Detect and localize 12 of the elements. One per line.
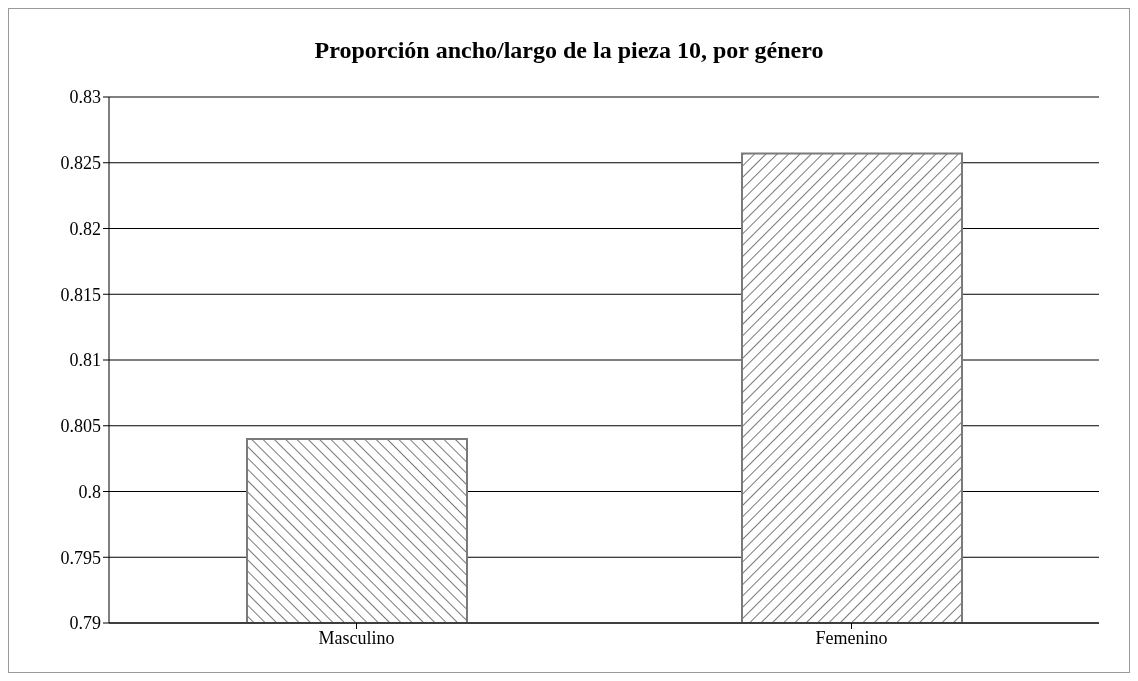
y-tick-label: 0.79 [69, 613, 101, 634]
chart-title: Proporción ancho/largo de la pieza 10, por género [313, 37, 825, 65]
x-tick-label: Masculino [318, 627, 395, 648]
y-tick-label: 0.795 [60, 547, 101, 568]
y-tick-label: 0.805 [60, 416, 101, 437]
y-tick-label: 0.815 [60, 284, 101, 305]
y-tick-label: 0.8 [78, 481, 101, 502]
y-tick-label: 0.81 [69, 350, 101, 371]
y-tick-label: 0.825 [60, 153, 101, 174]
y-tick-label: 0.82 [69, 218, 101, 239]
y-tick-label: 0.83 [69, 87, 101, 108]
x-tick-label: Femenino [815, 627, 888, 648]
